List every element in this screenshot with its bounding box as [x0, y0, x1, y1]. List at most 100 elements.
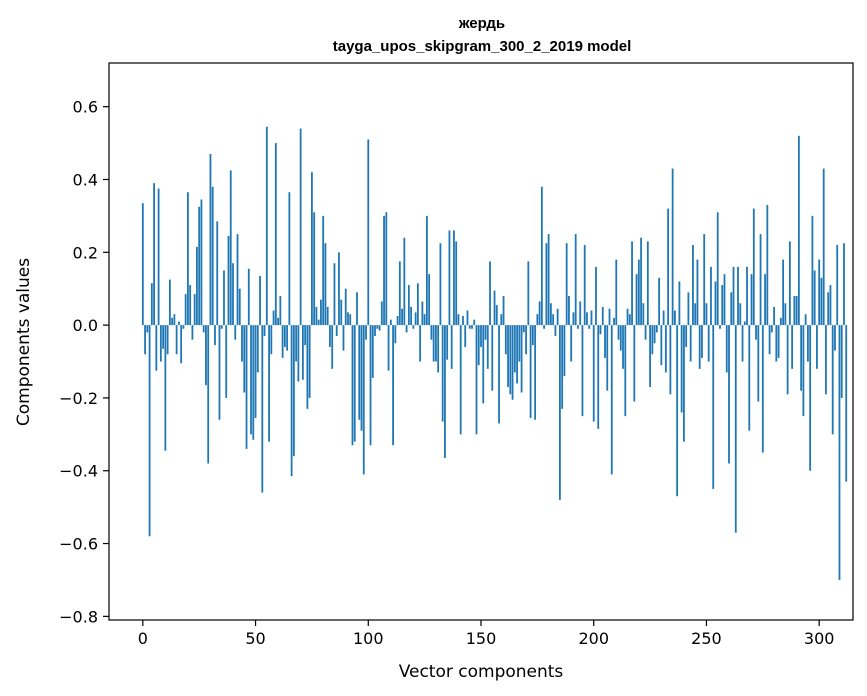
- bar-121: [414, 312, 417, 326]
- bar-43: [238, 288, 241, 326]
- bar-246: [696, 259, 699, 326]
- bar-61: [279, 295, 282, 326]
- bar-179: [545, 243, 548, 326]
- bar-27: [202, 325, 205, 333]
- bar-253: [712, 325, 715, 489]
- y-tick-label-4: 0.0: [73, 316, 98, 335]
- bar-257: [721, 285, 724, 326]
- bar-209: [613, 317, 615, 326]
- bar-270: [750, 274, 753, 326]
- bar-134: [444, 325, 446, 458]
- bar-275: [761, 325, 764, 453]
- bar-174: [534, 325, 537, 420]
- bar-312: [845, 325, 848, 482]
- bar-273: [757, 325, 760, 402]
- bar-20: [187, 192, 189, 326]
- bar-152: [484, 325, 487, 340]
- bar-13: [171, 317, 174, 326]
- bar-224: [646, 241, 649, 326]
- bar-165: [513, 325, 516, 373]
- bar-150: [480, 325, 482, 347]
- bar-103: [374, 325, 376, 337]
- bars-group: [141, 126, 848, 580]
- bar-232: [664, 325, 667, 373]
- bar-135: [446, 325, 449, 360]
- bar-109: [387, 325, 390, 371]
- bar-305: [829, 285, 832, 326]
- bar-169: [522, 325, 525, 333]
- bar-49: [252, 325, 255, 440]
- bar-139: [455, 241, 458, 326]
- bar-146: [471, 325, 473, 329]
- bar-189: [568, 295, 570, 326]
- bar-214: [624, 325, 627, 417]
- bar-33: [216, 221, 219, 326]
- bar-91: [347, 312, 349, 326]
- bar-56: [268, 325, 270, 442]
- bar-231: [662, 310, 665, 326]
- bar-289: [793, 295, 796, 326]
- bar-72: [304, 325, 307, 346]
- bar-168: [520, 325, 523, 393]
- bar-255: [716, 212, 719, 326]
- bar-73: [306, 325, 309, 409]
- bar-264: [737, 266, 739, 326]
- bar-295: [807, 325, 809, 362]
- bar-11: [166, 325, 169, 355]
- bar-17: [180, 325, 183, 364]
- bar-239: [680, 325, 683, 413]
- bar-54: [263, 325, 266, 337]
- bar-213: [622, 325, 624, 369]
- bar-227: [653, 325, 656, 344]
- bar-171: [527, 261, 530, 326]
- bar-117: [405, 325, 408, 333]
- bar-0: [141, 203, 144, 326]
- bar-302: [822, 168, 825, 326]
- y-tick-label-7: 0.6: [73, 98, 98, 117]
- bar-78: [317, 319, 320, 326]
- bar-266: [741, 325, 744, 362]
- bar-127: [428, 274, 431, 326]
- bar-193: [577, 325, 579, 329]
- x-axis-label: Vector components: [399, 662, 564, 682]
- bar-119: [410, 306, 413, 326]
- bar-155: [491, 325, 494, 391]
- bar-158: [498, 325, 500, 424]
- bar-14: [173, 314, 176, 326]
- bar-145: [468, 325, 471, 329]
- x-tick-label-300: 300: [804, 629, 835, 648]
- bar-230: [660, 325, 663, 366]
- bar-31: [211, 186, 214, 326]
- bar-164: [511, 325, 514, 400]
- bar-299: [816, 325, 818, 369]
- bar-284: [782, 259, 785, 326]
- bar-144: [466, 310, 469, 326]
- bar-38: [227, 235, 230, 326]
- bar-102: [371, 325, 374, 378]
- bar-84: [331, 325, 334, 369]
- bar-59: [274, 143, 277, 326]
- bar-30: [209, 154, 212, 326]
- y-tick-label-0: −0.8: [59, 607, 98, 626]
- bar-244: [692, 245, 694, 326]
- y-tick-label-6: 0.4: [73, 170, 98, 189]
- bar-154: [489, 261, 491, 326]
- bar-113: [396, 316, 399, 326]
- y-tick-label-2: −0.4: [59, 462, 98, 481]
- bar-70: [299, 128, 302, 326]
- bar-292: [800, 325, 803, 391]
- bar-6: [155, 325, 158, 371]
- bar-300: [818, 259, 821, 326]
- bar-309: [838, 325, 841, 580]
- bar-46: [245, 325, 248, 449]
- bar-285: [784, 303, 787, 326]
- x-tick-label-50: 50: [245, 629, 265, 648]
- bar-74: [308, 325, 311, 398]
- bar-184: [556, 308, 559, 326]
- bar-42: [236, 234, 239, 326]
- bar-219: [635, 274, 638, 326]
- bar-240: [683, 325, 685, 442]
- bar-307: [834, 325, 836, 351]
- bar-90: [344, 288, 347, 326]
- bar-85: [333, 263, 336, 326]
